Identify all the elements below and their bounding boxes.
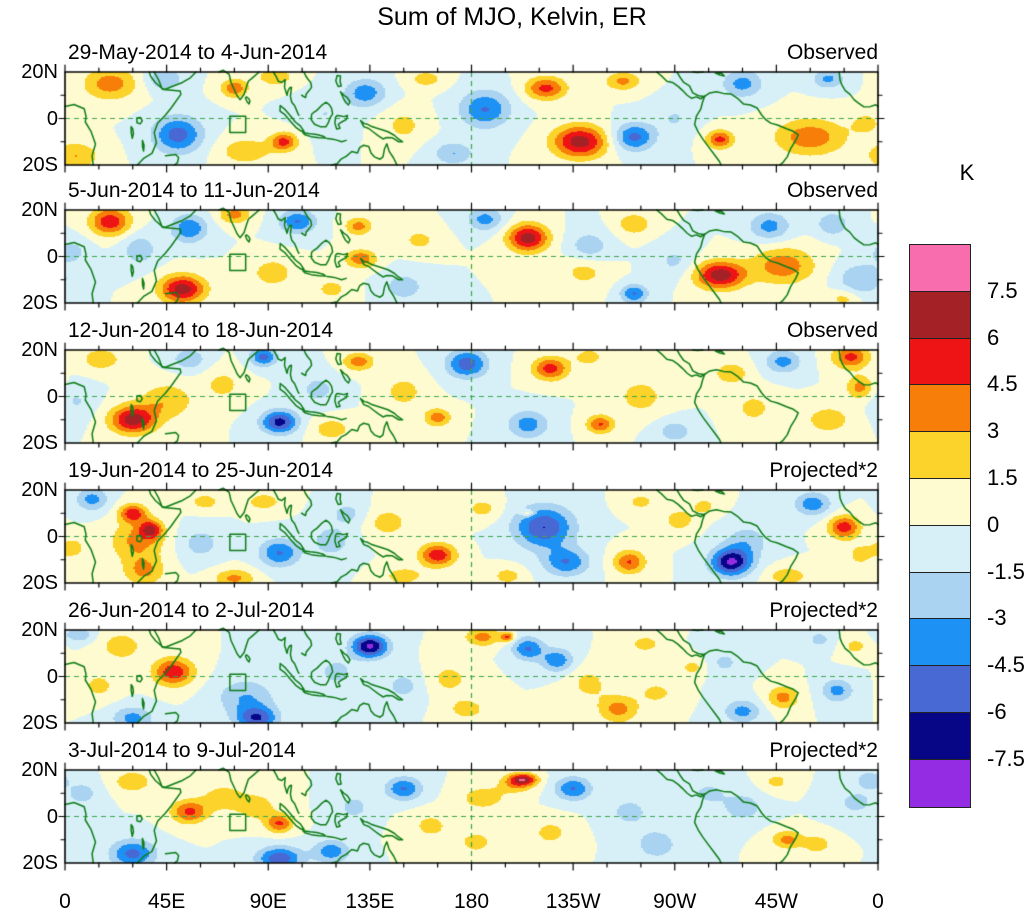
colorbar-tick-label: 1.5 bbox=[987, 465, 1018, 490]
y-tick-label: 20S bbox=[22, 852, 58, 874]
colorbar-swatch bbox=[910, 712, 970, 760]
colorbar-swatch bbox=[910, 666, 970, 713]
map-canvas bbox=[57, 342, 886, 451]
panel-type-label: Observed bbox=[786, 41, 878, 64]
map-canvas bbox=[57, 762, 886, 871]
colorbar-swatch bbox=[910, 245, 970, 292]
panel-date-label: 29-May-2014 to 4-Jun-2014 bbox=[68, 41, 328, 64]
colorbar bbox=[909, 244, 971, 808]
colorbar-tick-label: -4.5 bbox=[987, 652, 1024, 678]
y-tick-label: 0 bbox=[46, 245, 58, 268]
y-tick-label: 20N bbox=[21, 759, 58, 781]
colorbar-tick-label: -6 bbox=[987, 699, 1007, 724]
panel-date-label: 12-Jun-2014 to 18-Jun-2014 bbox=[68, 319, 334, 342]
x-tick-label: 45W bbox=[754, 890, 798, 913]
y-tick-label: 20N bbox=[21, 479, 58, 501]
colorbar-tick-label: 6 bbox=[987, 324, 1000, 350]
x-tick-label: 0 bbox=[59, 890, 71, 913]
colorbar-tick-label: -1.5 bbox=[987, 558, 1024, 584]
colorbar-swatch bbox=[910, 619, 970, 667]
colorbar-tick-label: 0 bbox=[987, 511, 1000, 537]
x-tick-label: 135W bbox=[545, 890, 601, 913]
y-tick-label: 20S bbox=[22, 292, 58, 314]
panel-date-label: 3-Jul-2014 to 9-Jul-2014 bbox=[68, 739, 296, 762]
x-tick-label: 0 bbox=[872, 890, 884, 913]
y-tick-label: 0 bbox=[46, 525, 58, 548]
y-tick-label: 0 bbox=[46, 665, 58, 688]
colorbar-swatch bbox=[910, 759, 970, 807]
colorbar-swatch bbox=[910, 432, 970, 479]
y-tick-label: 0 bbox=[46, 107, 58, 130]
y-tick-label: 0 bbox=[46, 805, 58, 828]
y-tick-label: 20N bbox=[21, 199, 58, 221]
panel-type-label: Projected*2 bbox=[769, 459, 878, 482]
colorbar-tick-label: 4.5 bbox=[987, 371, 1018, 397]
colorbar-tick-label: 7.5 bbox=[987, 277, 1018, 303]
x-tick-label: 45E bbox=[147, 890, 186, 913]
y-tick-label: 20S bbox=[22, 154, 58, 176]
x-tick-label: 90E bbox=[249, 890, 287, 913]
panel-type-label: Observed bbox=[786, 319, 878, 342]
colorbar-swatch bbox=[910, 338, 970, 386]
map-canvas bbox=[57, 202, 886, 311]
y-tick-label: 20S bbox=[22, 432, 58, 454]
x-tick-label: 180 bbox=[453, 890, 490, 913]
figure-title: Sum of MJO, Kelvin, ER bbox=[377, 3, 647, 31]
panel-date-label: 26-Jun-2014 to 2-Jul-2014 bbox=[68, 599, 315, 622]
x-tick-label: 90W bbox=[653, 890, 697, 913]
colorbar-swatch bbox=[910, 291, 970, 339]
x-tick-label: 135E bbox=[345, 890, 395, 913]
colorbar-unit-label: K bbox=[959, 160, 975, 185]
panel-date-label: 19-Jun-2014 to 25-Jun-2014 bbox=[68, 459, 334, 482]
y-tick-label: 20S bbox=[22, 712, 58, 734]
y-tick-label: 20N bbox=[21, 61, 58, 83]
y-tick-label: 0 bbox=[46, 385, 58, 408]
panel-date-label: 5-Jun-2014 to 11-Jun-2014 bbox=[68, 179, 320, 202]
colorbar-swatch bbox=[910, 478, 970, 526]
colorbar-tick-label: 3 bbox=[987, 418, 1000, 444]
map-canvas bbox=[57, 64, 886, 173]
panel-type-label: Projected*2 bbox=[769, 739, 878, 762]
panel-type-label: Projected*2 bbox=[769, 599, 878, 622]
colorbar-tick-label: -7.5 bbox=[987, 745, 1024, 771]
y-tick-label: 20N bbox=[21, 619, 58, 641]
colorbar-swatch bbox=[910, 572, 970, 620]
map-canvas bbox=[57, 622, 886, 731]
colorbar-swatch bbox=[910, 525, 970, 573]
map-canvas bbox=[57, 482, 886, 591]
colorbar-tick-label: -3 bbox=[987, 605, 1007, 631]
y-tick-label: 20N bbox=[21, 339, 58, 361]
colorbar-swatch bbox=[910, 385, 970, 433]
panel-type-label: Observed bbox=[786, 179, 878, 202]
y-tick-label: 20S bbox=[22, 572, 58, 594]
